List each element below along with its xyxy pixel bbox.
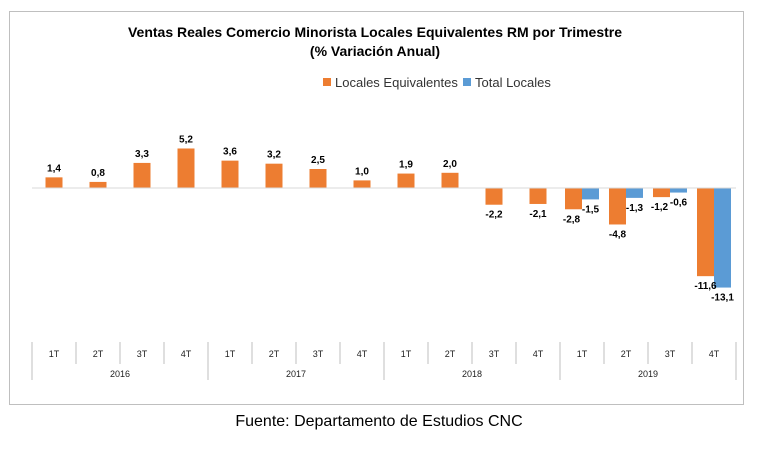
value-label-total-locales-13: -1,3	[626, 203, 644, 214]
quarter-label-12: 1T	[577, 349, 588, 359]
value-label-locales-equivalentes-0: 1,4	[47, 163, 61, 174]
chart-title: Ventas Reales Comercio Minorista Locales…	[128, 24, 622, 40]
bars-group	[45, 148, 731, 288]
year-label-2019: 2019	[638, 369, 658, 379]
value-label-total-locales-12: -1,5	[582, 204, 600, 215]
bar-locales-equivalentes-1	[89, 181, 107, 188]
quarter-label-9: 2T	[445, 349, 456, 359]
value-label-locales-equivalentes-1: 0,8	[91, 168, 105, 179]
year-label-2018: 2018	[462, 369, 482, 379]
bar-locales-equivalentes-5	[265, 163, 283, 188]
value-labels-group: 1,4 0,8 3,3 5,2 3,6 3,2 2,5 1,0 1,9 2,0 -2,2 -2,1 -2…	[47, 134, 734, 303]
quarter-label-2: 3T	[137, 349, 148, 359]
value-label-locales-equivalentes-7: 1,0	[355, 166, 369, 177]
value-label-total-locales-15: -13,1	[711, 293, 734, 304]
value-label-locales-equivalentes-2: 3,3	[135, 149, 149, 160]
bar-locales-equivalentes-13	[609, 188, 626, 225]
bar-locales-equivalentes-6	[309, 169, 327, 188]
quarter-label-8: 1T	[401, 349, 412, 359]
bar-total-locales-12	[582, 188, 599, 200]
quarter-label-7: 4T	[357, 349, 368, 359]
bar-locales-equivalentes-3	[177, 148, 195, 188]
bar-locales-equivalentes-0	[45, 177, 63, 188]
value-label-locales-equivalentes-11: -2,1	[529, 209, 547, 220]
quarter-label-4: 1T	[225, 349, 236, 359]
legend-label-total-locales: Total Locales	[475, 75, 551, 90]
year-label-2017: 2017	[286, 369, 306, 379]
legend-label-locales-equivalentes: Locales Equivalentes	[335, 75, 458, 90]
quarter-label-1: 2T	[93, 349, 104, 359]
value-label-locales-equivalentes-15: -11,6	[694, 281, 717, 292]
bar-locales-equivalentes-14	[653, 188, 670, 198]
chart-subtitle: (% Variación Anual)	[310, 43, 440, 59]
bar-total-locales-14	[670, 188, 687, 193]
value-label-locales-equivalentes-8: 1,9	[399, 160, 413, 171]
value-label-locales-equivalentes-4: 3,6	[223, 147, 237, 158]
quarter-label-3: 4T	[181, 349, 192, 359]
bar-total-locales-13	[626, 188, 643, 198]
year-label-2016: 2016	[110, 369, 130, 379]
quarter-label-14: 3T	[665, 349, 676, 359]
legend: Locales Equivalentes Total Locales	[323, 75, 551, 90]
legend-swatch-locales-equivalentes	[323, 78, 331, 86]
quarter-label-10: 3T	[489, 349, 500, 359]
value-label-locales-equivalentes-13: -4,8	[609, 229, 627, 240]
value-label-locales-equivalentes-5: 3,2	[267, 150, 281, 161]
bar-locales-equivalentes-12	[565, 188, 582, 210]
bar-locales-equivalentes-7	[353, 180, 371, 188]
quarter-label-5: 2T	[269, 349, 280, 359]
legend-swatch-total-locales	[463, 78, 471, 86]
value-label-locales-equivalentes-10: -2,2	[485, 210, 503, 221]
value-label-locales-equivalentes-9: 2,0	[443, 159, 457, 170]
bar-locales-equivalentes-15	[697, 188, 714, 277]
category-axis: 1T 2T 3T 4T 1T 2T 3T 4T 1T 2T 3T 4T 1T 2T 3T 4T 2016 2017…	[31, 187, 737, 380]
quarter-label-6: 3T	[313, 349, 324, 359]
bar-locales-equivalentes-2	[133, 162, 151, 188]
value-label-locales-equivalentes-12: -2,8	[563, 214, 581, 225]
quarter-label-13: 2T	[621, 349, 632, 359]
bar-locales-equivalentes-9	[441, 172, 459, 188]
quarter-label-0: 1T	[49, 349, 60, 359]
value-label-locales-equivalentes-6: 2,5	[311, 155, 325, 166]
bar-locales-equivalentes-10	[485, 188, 503, 205]
source-note: Fuente: Departamento de Estudios CNC	[235, 413, 523, 430]
value-label-locales-equivalentes-3: 5,2	[179, 134, 193, 145]
bar-locales-equivalentes-11	[529, 188, 547, 204]
value-label-total-locales-14: -0,6	[670, 198, 688, 209]
bar-total-locales-15	[714, 188, 731, 288]
bar-locales-equivalentes-8	[397, 173, 415, 188]
bar-locales-equivalentes-4	[221, 160, 239, 188]
value-label-locales-equivalentes-14: -1,2	[651, 202, 669, 213]
quarter-label-11: 4T	[533, 349, 544, 359]
quarter-label-15: 4T	[709, 349, 720, 359]
